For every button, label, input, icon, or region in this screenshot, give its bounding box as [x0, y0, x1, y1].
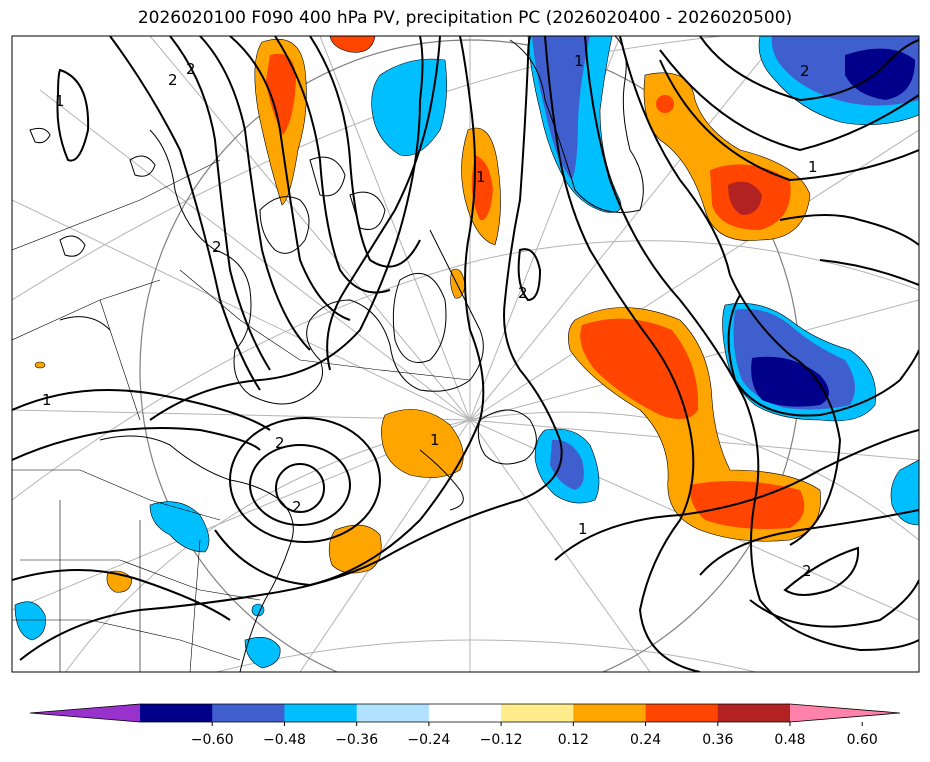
- contour-label: 1: [430, 431, 440, 449]
- contour-label: 2: [292, 498, 302, 516]
- contour-label: 1: [574, 52, 584, 70]
- precip-negative: [14, 36, 919, 669]
- graticule: [12, 36, 919, 672]
- contour-label: 1: [808, 158, 818, 176]
- contour-label: 1: [578, 520, 588, 538]
- contour-label: 1: [55, 92, 65, 110]
- contour-label: 1: [42, 391, 52, 409]
- contour-label: 2: [800, 62, 810, 80]
- map-frame: [11, 35, 920, 673]
- contour-label: 1: [476, 168, 486, 186]
- contour-label: 2: [518, 284, 528, 302]
- contour-label: 2: [168, 71, 178, 89]
- contour-label: 2: [212, 238, 222, 256]
- contour-label: 2: [186, 60, 196, 78]
- pv-contours: [12, 36, 919, 672]
- contour-label: 2: [802, 562, 812, 580]
- contour-label-group: 2 2 1 2 1 2 2 2 1 1 1 2 1 2 1: [42, 52, 818, 580]
- political-borders: [12, 159, 471, 672]
- map-title: 2026020100 F090 400 hPa PV, precipitatio…: [137, 8, 793, 28]
- contour-label: 2: [275, 434, 285, 452]
